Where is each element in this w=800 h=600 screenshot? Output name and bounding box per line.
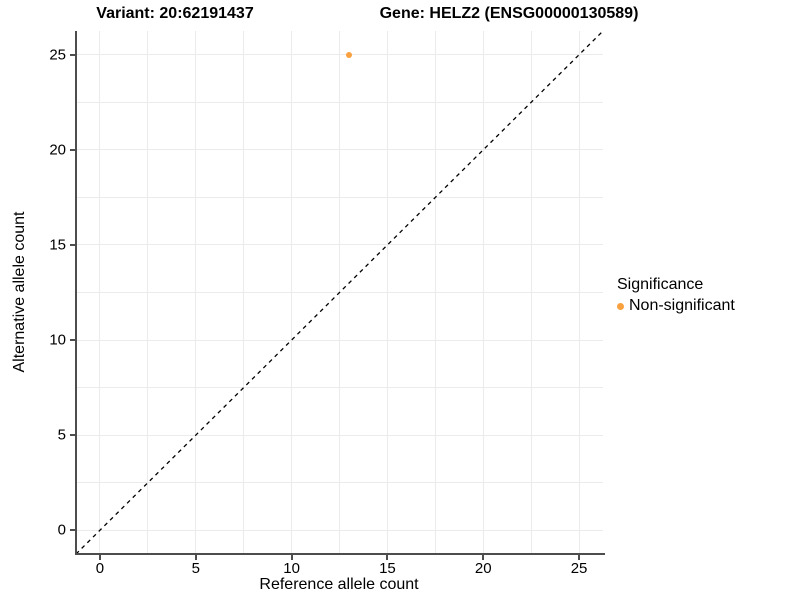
x-tick bbox=[194, 555, 197, 560]
y-tick-label: 15 bbox=[49, 236, 66, 254]
y-tick-label: 10 bbox=[49, 331, 66, 349]
gridline-vertical bbox=[434, 31, 436, 554]
legend-item-label: Non-significant bbox=[629, 297, 735, 314]
x-axis-line bbox=[75, 553, 605, 555]
y-axis-line bbox=[75, 31, 77, 555]
gridline-vertical bbox=[530, 31, 532, 554]
x-tick-label: 25 bbox=[570, 560, 588, 577]
y-tick-label: 20 bbox=[49, 141, 66, 159]
gridline-vertical bbox=[386, 31, 388, 554]
gridline-vertical bbox=[578, 31, 580, 554]
y-tick bbox=[70, 529, 75, 532]
x-tick-label: 15 bbox=[379, 560, 396, 577]
legend-title: Significance bbox=[617, 276, 704, 293]
y-tick bbox=[70, 243, 75, 246]
y-tick-label: 0 bbox=[57, 521, 66, 539]
gene-title: Gene: HELZ2 (ENSG00000130589) bbox=[379, 5, 639, 22]
x-tick bbox=[482, 555, 485, 560]
data-point bbox=[346, 51, 353, 58]
gridline-horizontal bbox=[76, 196, 603, 198]
gridline-horizontal bbox=[76, 244, 603, 246]
x-tick-label: 10 bbox=[283, 560, 300, 577]
legend-item: Non-significant bbox=[617, 297, 735, 315]
legend-point-icon bbox=[617, 302, 624, 310]
legend: Significance Non-significant bbox=[617, 276, 735, 315]
x-tick bbox=[98, 555, 101, 560]
x-axis-title: Reference allele count bbox=[259, 576, 419, 593]
gridline-vertical bbox=[482, 31, 484, 554]
y-tick-label: 25 bbox=[49, 46, 66, 64]
y-tick bbox=[70, 53, 75, 56]
gridline-horizontal bbox=[76, 149, 603, 151]
x-tick bbox=[386, 555, 389, 560]
variant-title: Variant: 20:62191437 bbox=[96, 5, 254, 22]
x-tick bbox=[290, 555, 293, 560]
plot-panel bbox=[76, 31, 603, 554]
x-tick-label: 20 bbox=[474, 560, 492, 577]
x-tick-label: 0 bbox=[95, 560, 105, 577]
y-tick-label: 5 bbox=[57, 426, 66, 444]
gridline-horizontal bbox=[76, 101, 603, 103]
y-tick bbox=[70, 434, 75, 437]
legend-items: Non-significant bbox=[617, 297, 735, 315]
y-tick bbox=[70, 339, 75, 342]
x-tick-label: 5 bbox=[191, 560, 200, 577]
gridline-horizontal bbox=[76, 54, 603, 56]
identity-dashed-line bbox=[76, 31, 603, 554]
y-tick bbox=[70, 148, 75, 151]
x-tick bbox=[578, 555, 581, 560]
y-axis-title: Alternative allele count bbox=[11, 211, 28, 373]
